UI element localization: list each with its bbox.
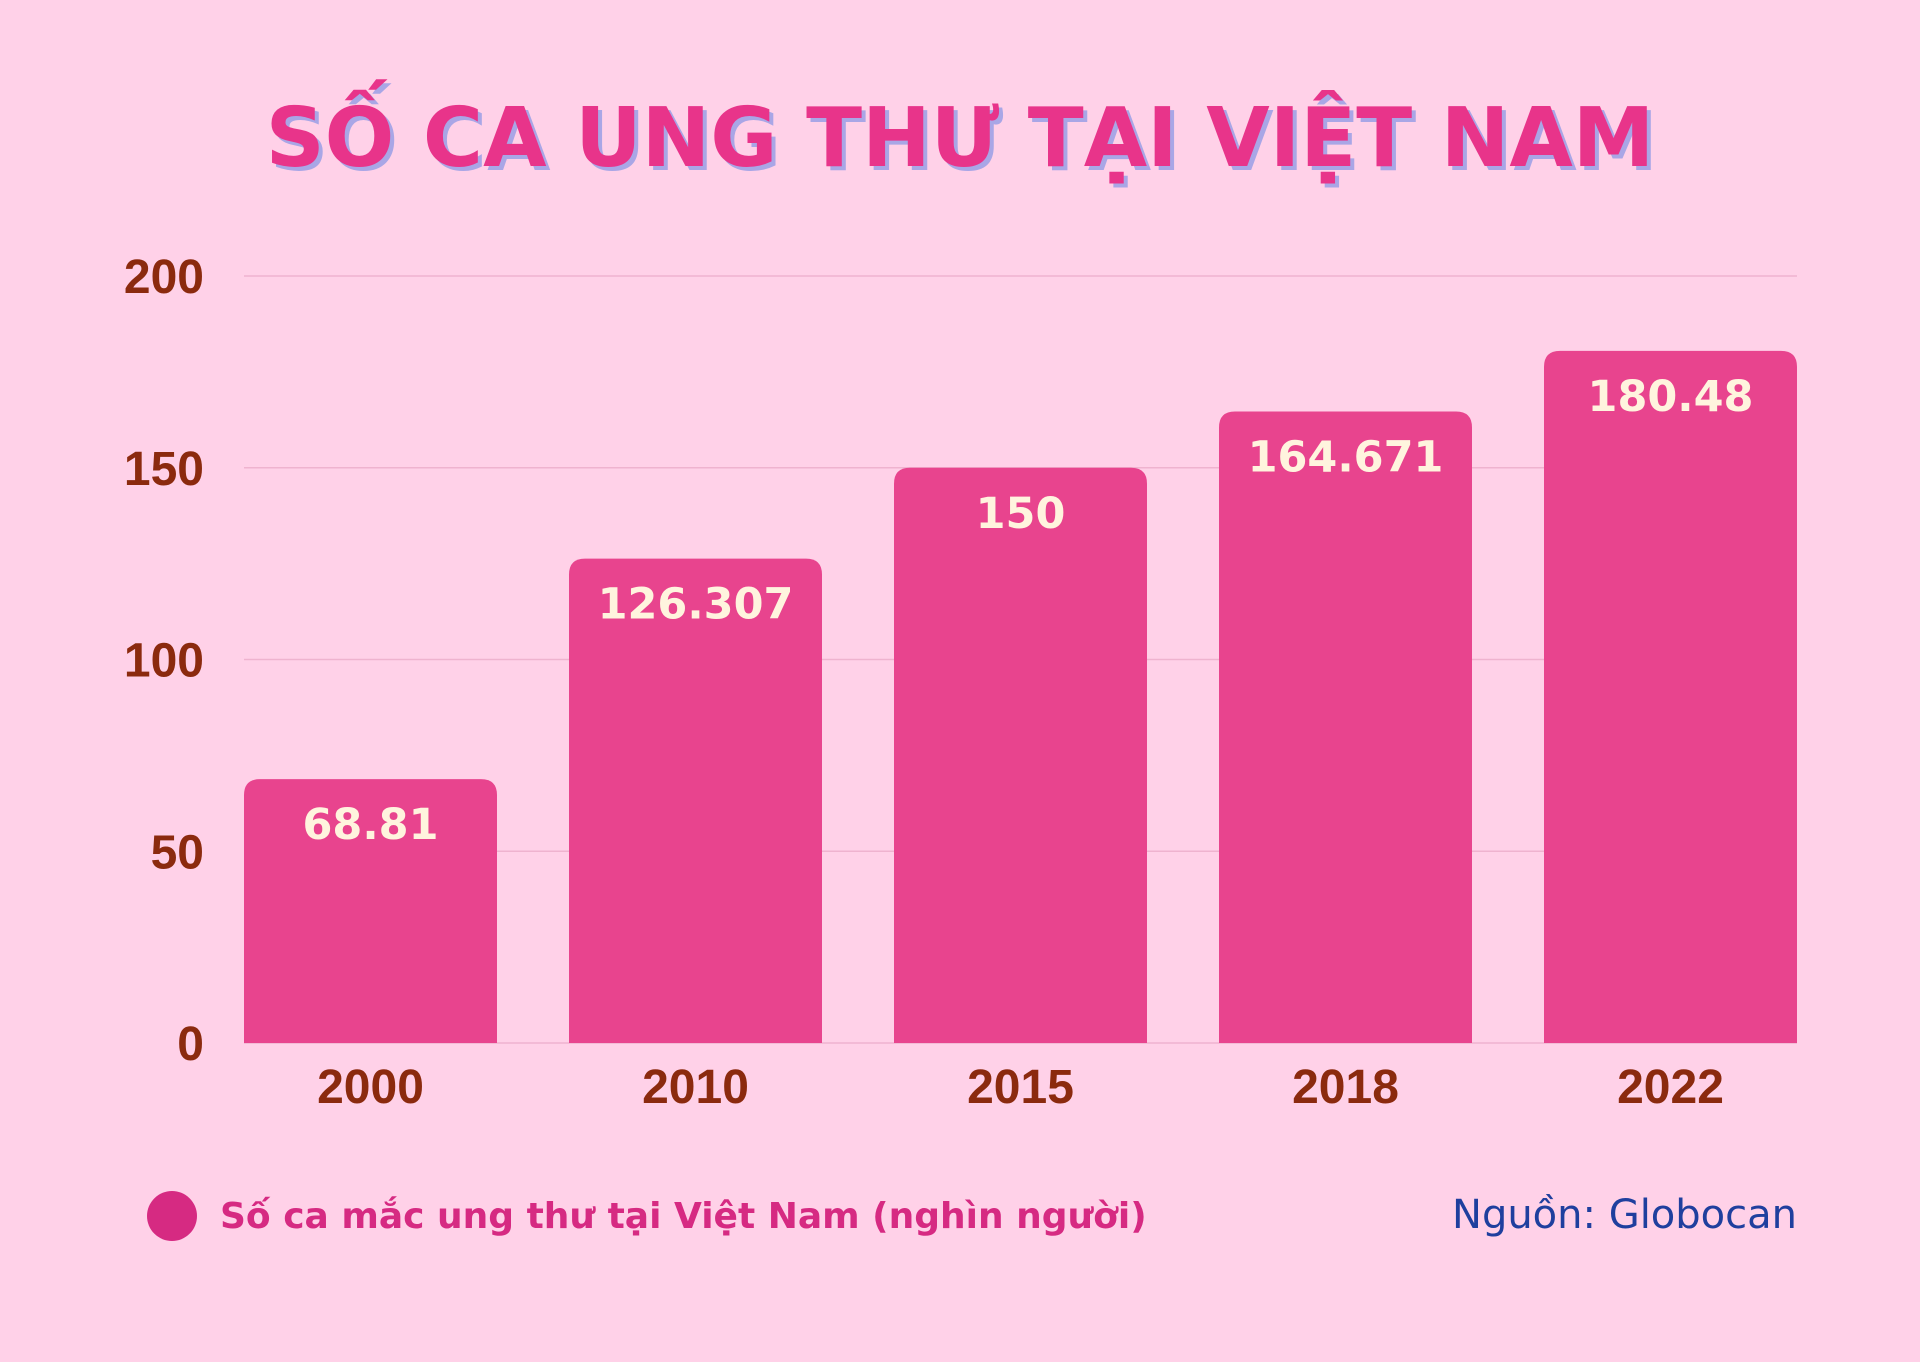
y-tick-label: 50	[151, 826, 204, 879]
data-label-2010: 126.307	[598, 580, 794, 630]
bar-2015	[894, 467, 1147, 1043]
x-tick-label-2010: 2010	[642, 1061, 749, 1114]
chart-title-shadow: SỐ CA UNG THƯ TẠI VIỆT NAM	[270, 83, 1659, 190]
y-axis-ticks: 0 50 100 150 200	[124, 251, 204, 1071]
data-label-2015: 150	[976, 489, 1066, 539]
chart-title: SỐ CA UNG THƯ TẠI VIỆT NAM	[266, 79, 1655, 186]
x-tick-label-2015: 2015	[967, 1061, 1074, 1114]
bar-2022	[1544, 350, 1797, 1043]
data-label-2022: 180.48	[1588, 372, 1754, 422]
x-axis-ticks: 2000 2010 2015 2018 2022	[317, 1061, 1724, 1114]
bar-data-labels: 68.81 126.307 150 164.671 180.48	[302, 372, 1753, 850]
bars	[244, 350, 1797, 1044]
x-tick-label-2018: 2018	[1292, 1061, 1399, 1114]
bar-2018	[1219, 411, 1472, 1044]
y-tick-label: 200	[124, 251, 204, 304]
y-tick-label: 150	[124, 443, 204, 496]
x-tick-label-2022: 2022	[1617, 1061, 1724, 1114]
y-tick-label: 100	[124, 635, 204, 688]
bar-2010	[569, 558, 822, 1043]
data-label-2000: 68.81	[302, 800, 438, 850]
x-tick-label-2000: 2000	[317, 1061, 424, 1114]
legend-marker	[147, 1191, 197, 1241]
data-label-2018: 164.671	[1248, 432, 1444, 482]
y-tick-label: 0	[177, 1018, 204, 1071]
bar-2000	[244, 779, 497, 1043]
source-note: Nguồn: Globocan	[1452, 1192, 1797, 1238]
legend-label: Số ca mắc ung thư tại Việt Nam (nghìn ng…	[220, 1196, 1147, 1237]
